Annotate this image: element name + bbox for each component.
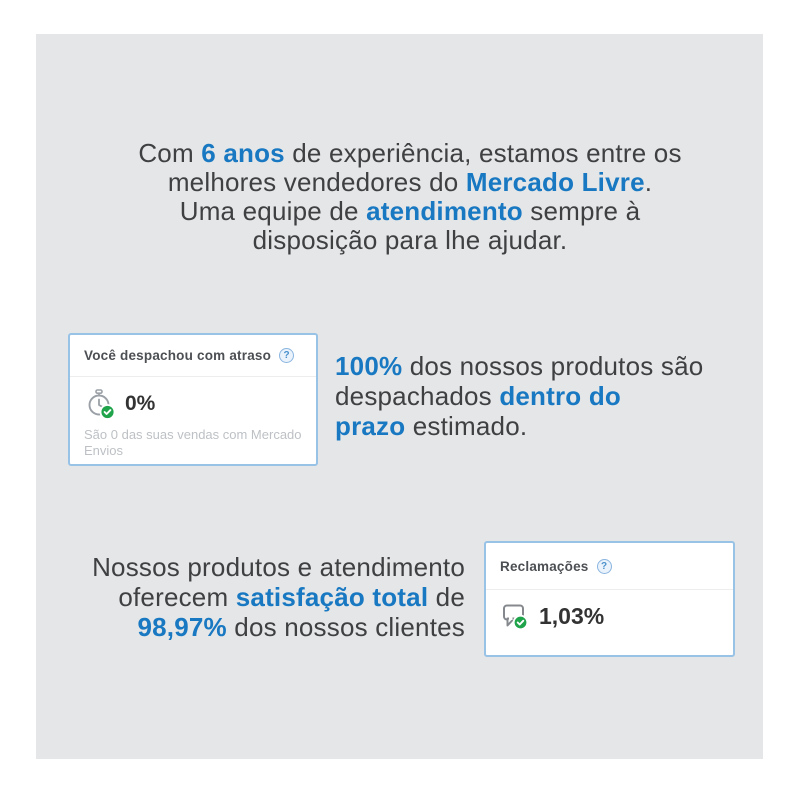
text-segment: dos nossos produtos são [402, 351, 704, 381]
metric-description: São 0 das suas vendas com Mercado Envios [84, 427, 302, 458]
card-title: Você despachou com atraso [84, 348, 272, 363]
text-segment: melhores vendedores do [167, 167, 466, 197]
help-icon[interactable]: ? [596, 558, 612, 574]
metric-value: 0% [125, 392, 156, 415]
clock-check-icon [84, 388, 116, 420]
text-segment-highlight: 98,97% [137, 612, 227, 642]
text-segment-highlight: 100% [335, 351, 403, 381]
text-line: Nossos produtos e atendimento [70, 552, 465, 582]
text-segment: oferecem [118, 582, 236, 612]
metric-row: 0% [84, 388, 302, 420]
text-segment: sempre à [522, 196, 641, 226]
text-line: prazo estimado. [335, 411, 725, 441]
text-line: Uma equipe de atendimento sempre à [57, 197, 763, 226]
card-body: 1,03% [486, 590, 733, 631]
metric-value: 1,03% [539, 602, 605, 629]
text-segment: Uma equipe de [179, 196, 367, 226]
intro-text: Com 6 anos de experiência, estamos entre… [57, 139, 763, 255]
card-header: Reclamações ? [486, 543, 733, 590]
shipping-delay-card: Você despachou com atraso ? 0% São 0 d [68, 333, 318, 466]
chat-bubble-check-icon [500, 601, 530, 631]
text-segment-highlight: atendimento [366, 196, 523, 226]
text-segment: disposição para lhe ajudar. [252, 225, 568, 255]
text-line: 100% dos nossos produtos são [335, 351, 725, 381]
text-line: oferecem satisfação total de [70, 582, 465, 612]
text-segment: . [644, 167, 653, 197]
text-segment-highlight: dentro do [499, 381, 621, 411]
text-segment: dos nossos clientes [226, 612, 465, 642]
text-line: Com 6 anos de experiência, estamos entre… [57, 139, 763, 168]
text-segment: Com [138, 138, 202, 168]
text-line: 98,97% dos nossos clientes [70, 612, 465, 642]
text-segment: estimado. [405, 411, 528, 441]
card-title: Reclamações [500, 558, 589, 574]
satisfaction-text: Nossos produtos e atendimento oferecem s… [70, 552, 465, 642]
metric-row: 1,03% [500, 601, 719, 631]
text-segment-highlight: prazo [335, 411, 406, 441]
text-segment-highlight: satisfação total [235, 582, 429, 612]
help-icon[interactable]: ? [279, 348, 295, 363]
text-line: despachados dentro do [335, 381, 725, 411]
text-line: melhores vendedores do Mercado Livre. [57, 168, 763, 197]
text-line: disposição para lhe ajudar. [57, 226, 763, 255]
text-segment: Nossos produtos e atendimento [92, 552, 465, 582]
text-segment: despachados [335, 381, 500, 411]
text-segment: de experiência, estamos entre os [284, 138, 682, 168]
card-header: Você despachou com atraso ? [70, 335, 316, 377]
text-segment-highlight: Mercado Livre [465, 167, 645, 197]
shipping-text: 100% dos nossos produtos são despachados… [335, 351, 725, 441]
text-segment-highlight: 6 anos [201, 138, 285, 168]
text-segment: de [428, 582, 465, 612]
card-body: 0% São 0 das suas vendas com Mercado Env… [70, 377, 316, 459]
claims-card: Reclamações ? 1,03% [484, 541, 735, 657]
